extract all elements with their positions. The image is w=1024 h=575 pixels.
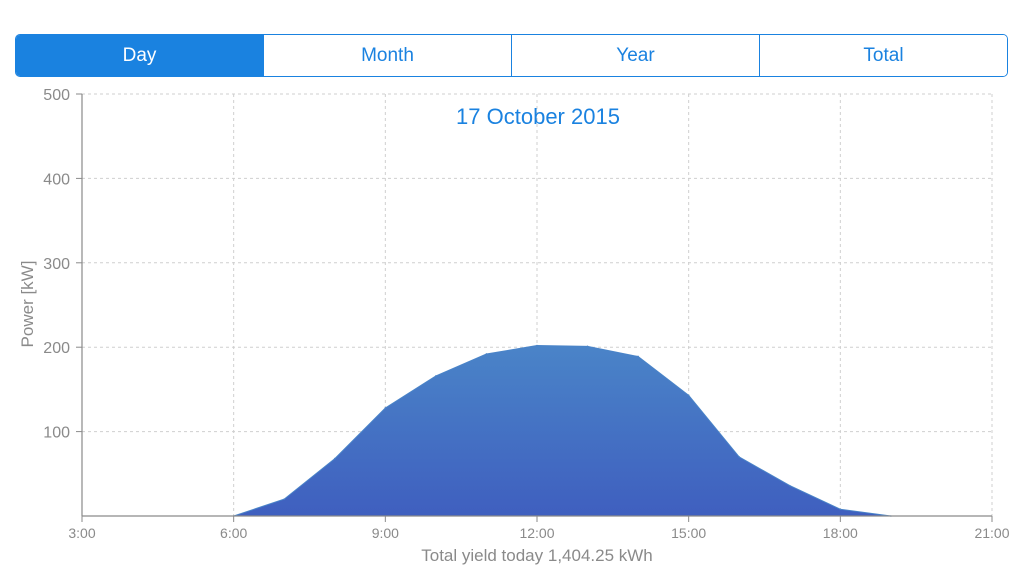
data-point [333,457,336,460]
tab-month[interactable]: Month [263,35,511,76]
y-tick-label: 100 [43,425,70,442]
x-tick-label: 21:00 [974,525,1009,541]
y-tick-label: 500 [43,87,70,104]
chart-title: 17 October 2015 [456,104,620,129]
x-tick-label: 3:00 [68,525,95,541]
data-point [788,484,791,487]
data-point [586,345,589,348]
data-point [536,344,538,347]
data-point [283,498,286,500]
grid [82,93,993,516]
x-tick-label: 15:00 [671,525,706,541]
y-tick-label: 400 [43,171,70,188]
axes: 100 200 300 400 500 3:00 6:00 9:00 12:00 15:00 18:… [43,87,1009,541]
x-tick-label: 18:00 [823,525,858,541]
period-selector: Day Month Year Total [15,34,1008,77]
data-point [839,508,842,511]
x-axis-title: Total yield today 1,404.25 kWh [421,546,653,565]
data-point [485,353,488,355]
y-tick-label: 300 [43,256,70,273]
y-tick-label: 200 [43,340,70,357]
data-point [687,394,690,397]
power-area [233,344,891,517]
tab-total[interactable]: Total [759,35,1007,76]
x-tick-label: 9:00 [372,525,399,541]
data-point [637,355,639,358]
y-axis-title: Power [kW] [18,261,37,348]
data-point [384,407,387,409]
power-area-chart: 100 200 300 400 500 3:00 6:00 9:00 12:00 15:00 18:… [18,87,1010,565]
area-series [232,344,892,517]
tab-year[interactable]: Year [511,35,759,76]
tab-day[interactable]: Day [16,35,263,76]
x-tick-label: 12:00 [519,525,554,541]
x-tick-label: 6:00 [220,525,247,541]
data-point [435,375,437,377]
data-point [738,456,741,458]
